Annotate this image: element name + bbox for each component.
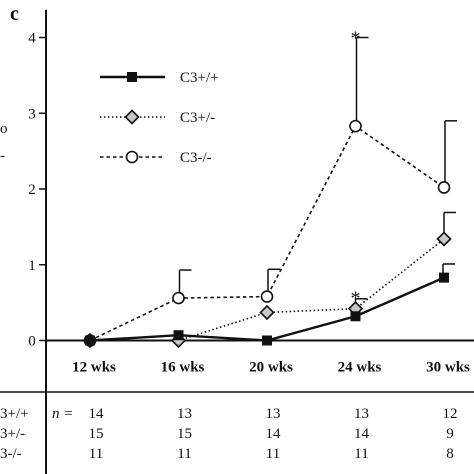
- legend-swatch-marker: [127, 72, 137, 82]
- y-tick-label: 0: [28, 334, 36, 350]
- table-row-label: 3-/-: [0, 446, 22, 462]
- table-cell: 15: [177, 426, 192, 442]
- data-point-C3+/+: [262, 335, 272, 346]
- legend-label: C3+/-: [180, 110, 215, 126]
- x-tick-label: 30 wks: [426, 360, 470, 376]
- x-tick-label: 20 wks: [249, 360, 293, 376]
- legend: C3+/+ C3+/- C3-/-: [100, 70, 219, 166]
- table-cell: 11: [177, 446, 191, 462]
- table-cell: 13: [354, 406, 369, 422]
- significance-star: *: [351, 28, 361, 50]
- series-line-C3+/-: [90, 238, 445, 342]
- data-point-C3+/-: [436, 231, 452, 247]
- data-point-C3+/-: [259, 304, 275, 321]
- table-cell: 11: [354, 446, 368, 462]
- table-cell: 12: [443, 406, 458, 422]
- table-cell: 14: [354, 426, 370, 442]
- y-axis-label-fragment-2: -: [0, 148, 5, 164]
- x-tick-label: 12 wks: [72, 360, 116, 376]
- y-tick-label: 4: [28, 31, 36, 47]
- y-tick-label: 2: [28, 182, 36, 198]
- table-cell: 14: [266, 426, 282, 442]
- table-cell: 8: [446, 446, 454, 462]
- legend-label: C3+/+: [180, 70, 219, 86]
- table-cell: 13: [266, 406, 281, 422]
- y-axis-label-fragment: o: [0, 121, 8, 137]
- legend-swatch-marker: [124, 109, 140, 125]
- x-tick-label: 16 wks: [161, 360, 205, 376]
- n-label: n =: [52, 406, 73, 422]
- series-markers: [82, 119, 452, 349]
- data-point-C3+/+: [439, 272, 449, 283]
- table-cell: 11: [89, 446, 103, 462]
- data-point-C3-/-: [437, 181, 451, 194]
- data-point-C3-/-: [172, 291, 185, 305]
- legend-swatch-marker: [125, 150, 139, 164]
- table-row-label: 3+/+: [0, 406, 29, 422]
- table-row-label: 3+/-: [0, 426, 25, 442]
- legend-label: C3-/-: [180, 150, 212, 166]
- table-cell: 13: [177, 406, 192, 422]
- panel-letter: c: [10, 3, 19, 25]
- x-tick-label: 24 wks: [338, 360, 382, 376]
- data-point-C3+/+: [85, 335, 95, 346]
- data-point-C3-/-: [260, 290, 274, 303]
- significance-star: *: [351, 288, 361, 310]
- error-bars: [178, 36, 457, 309]
- data-point-C3-/-: [349, 119, 362, 133]
- table-cell: 15: [89, 426, 104, 442]
- data-point-C3+/+: [173, 330, 184, 341]
- series-line-C3-/-: [89, 124, 445, 342]
- table-cell: 11: [266, 446, 280, 462]
- n-table: n = 3+/+ 14 13 13 13 12 3+/- 15 15 14 14 9 3-/- 11 11 11…: [0, 391, 474, 462]
- y-tick-label: 3: [28, 106, 36, 122]
- significance-annotations: **: [351, 28, 361, 310]
- data-point-C3+/+: [350, 311, 361, 322]
- table-cell: 9: [446, 426, 454, 442]
- table-cell: 14: [89, 406, 105, 422]
- y-tick-label: 1: [28, 258, 36, 274]
